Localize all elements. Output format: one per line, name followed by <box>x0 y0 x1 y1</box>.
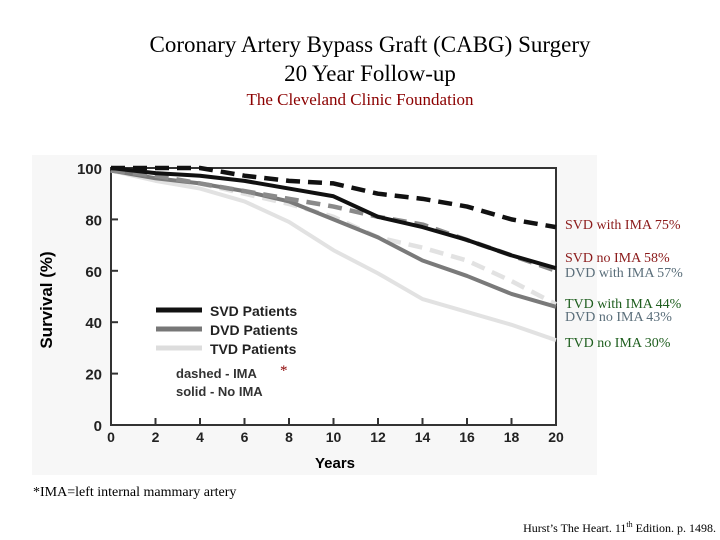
x-tick-label: 0 <box>107 429 115 445</box>
citation-superscript: th <box>626 520 633 529</box>
citation-text: Hurst’s The Heart. 11 <box>523 521 627 535</box>
x-tick-label: 2 <box>152 429 160 445</box>
y-tick-label: 100 <box>77 161 102 178</box>
legend-label: SVD Patients <box>210 303 297 319</box>
chart-axes: 0 2 4 6 8 10 12 14 16 18 20 0 20 40 60 80 100 <box>77 161 564 445</box>
legend-label: TVD Patients <box>210 341 297 357</box>
annotation-label: DVD no IMA 43% <box>565 310 672 325</box>
x-tick-label: 18 <box>504 429 520 445</box>
slide-title-line2: 20 Year Follow-up <box>284 61 456 86</box>
y-tick-label: 20 <box>85 367 102 384</box>
x-tick-label: 12 <box>370 429 386 445</box>
legend-note-solid: solid - No IMA <box>176 384 263 399</box>
chart-legend: SVD Patients DVD Patients TVD Patients dash… <box>156 303 298 399</box>
annotation-label: TVD with IMA 44% <box>565 297 682 312</box>
series-line-svd-dashed <box>111 165 557 230</box>
series-line-tvd-solid <box>110 168 557 343</box>
citation: Hurst’s The Heart. 11th Edition. p. 1498… <box>523 520 716 536</box>
x-tick-label: 4 <box>196 429 204 445</box>
x-tick-label: 8 <box>285 429 293 445</box>
y-tick-label: 60 <box>85 264 102 281</box>
x-tick-label: 20 <box>548 429 564 445</box>
x-axis-label: Years <box>315 455 355 472</box>
x-tick-label: 6 <box>241 429 249 445</box>
x-tick-label: 14 <box>415 429 431 445</box>
legend-note-dashed: dashed - IMA <box>176 366 258 381</box>
annotation-label: SVD no IMA 58% <box>565 251 670 266</box>
annotation-label: DVD with IMA 57% <box>565 266 683 281</box>
annotation-label: TVD no IMA 30% <box>565 336 671 351</box>
y-tick-label: 0 <box>94 418 102 435</box>
slide-subtitle: The Cleveland Clinic Foundation <box>246 90 474 109</box>
citation-text-end: Edition. p. 1498. <box>632 521 716 535</box>
slide-title-line1: Coronary Artery Bypass Graft (CABG) Surg… <box>149 32 591 57</box>
y-tick-label: 80 <box>85 212 102 229</box>
y-tick-label: 40 <box>85 315 102 332</box>
x-tick-label: 16 <box>459 429 475 445</box>
annotation-label: SVD with IMA 75% <box>565 218 681 233</box>
y-axis-label: Survival (%) <box>37 251 56 348</box>
series-line-svd-solid <box>110 166 557 271</box>
chart-lines <box>110 165 558 343</box>
legend-asterisk: * <box>280 363 288 379</box>
x-tick-label: 10 <box>326 429 342 445</box>
legend-label: DVD Patients <box>210 322 298 338</box>
footnote: *IMA=left internal mammary artery <box>33 485 237 500</box>
survival-chart: 0 2 4 6 8 10 12 14 16 18 20 0 20 40 60 80 100 SVD Patien… <box>32 155 597 475</box>
